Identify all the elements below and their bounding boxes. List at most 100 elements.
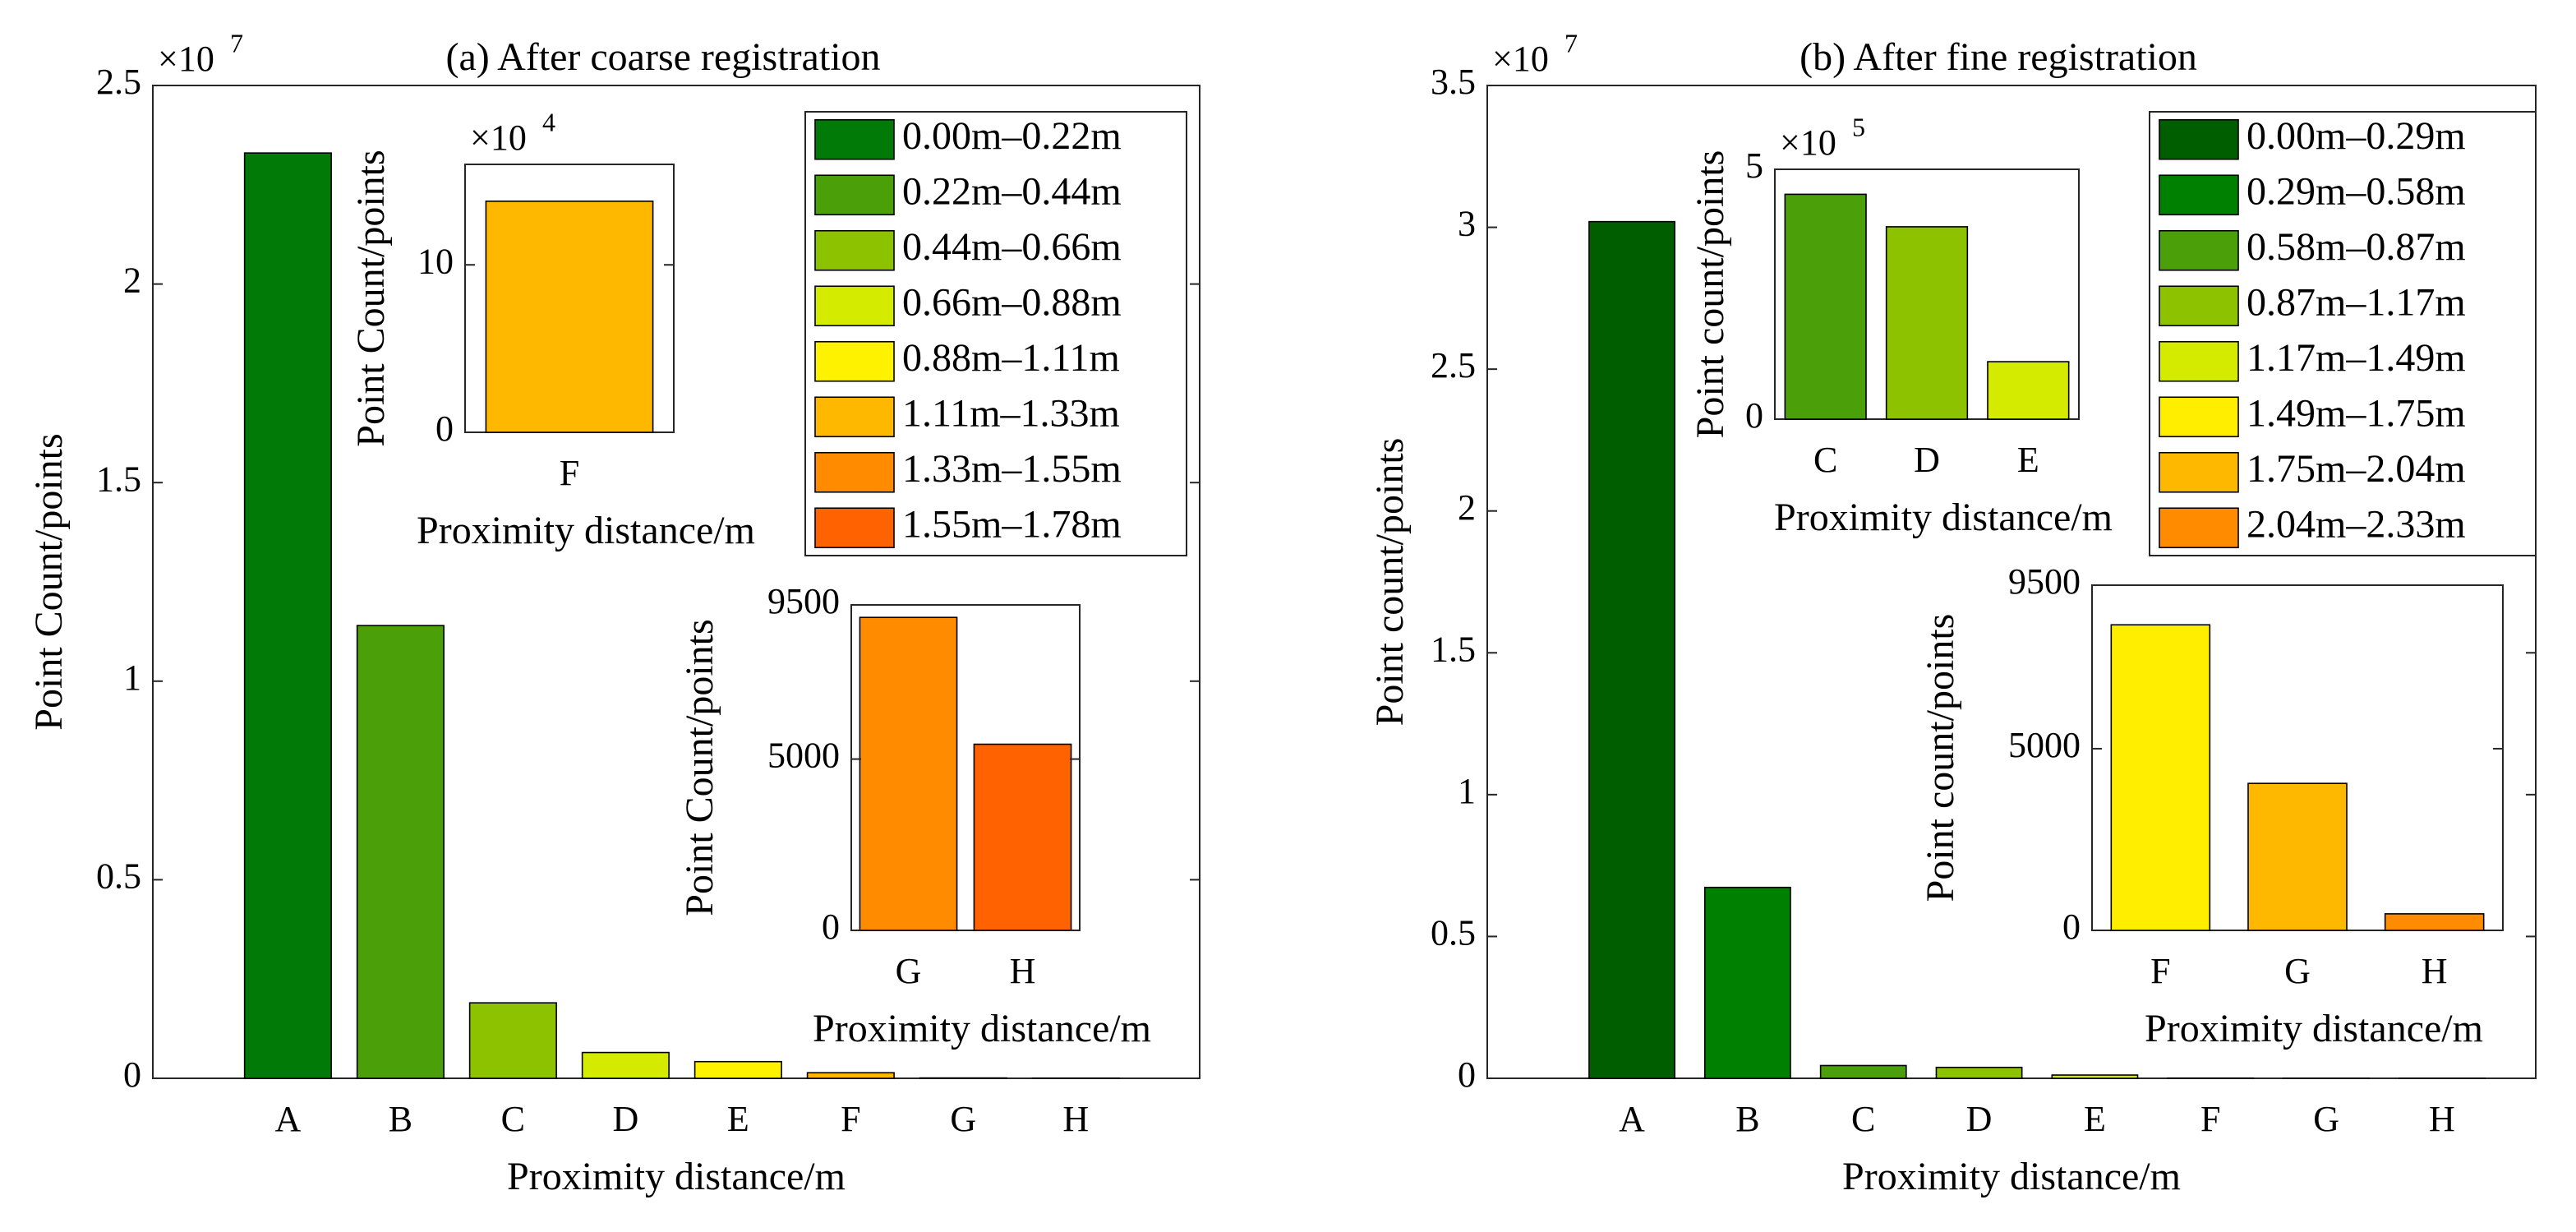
bar (1819, 1064, 1907, 1079)
x-tick-label: F (841, 1099, 860, 1139)
y-tick-label: 9500 (2008, 561, 2081, 602)
y-axis-label: Point Count/points (349, 150, 393, 446)
legend-swatch (2159, 174, 2239, 216)
legend-swatch (2159, 396, 2239, 438)
x-axis-label: Proximity distance/m (507, 1155, 846, 1198)
y-tick-label: 1 (1458, 771, 1476, 811)
legend-label: 0.00m–0.29m (2247, 114, 2466, 158)
legend-label: 0.29m–0.58m (2247, 169, 2466, 213)
y-tick-label: 3.5 (1431, 62, 1476, 102)
bar (243, 152, 332, 1079)
legend-swatch (2159, 229, 2239, 271)
x-axis-label: Proximity distance/m (1842, 1155, 2181, 1198)
y-tick-label: 0.5 (1431, 913, 1476, 953)
bar (581, 1051, 670, 1079)
x-tick-label: B (1735, 1099, 1759, 1139)
bar (973, 743, 1072, 931)
y-tick-label: 0 (1458, 1054, 1476, 1095)
bar (694, 1060, 782, 1079)
x-axis-label: Proximity distance/m (417, 509, 755, 552)
y-tick-label: 3 (1458, 204, 1476, 244)
legend-label: 0.22m–0.44m (902, 169, 1122, 213)
chart-title: (a) After coarse registration (445, 35, 880, 79)
x-tick-label: C (1813, 440, 1837, 480)
legend-label: 0.00m–0.22m (902, 114, 1122, 158)
bar (2384, 913, 2485, 931)
y-axis-label: Point Count/points (678, 619, 721, 916)
legend-label: 1.17m–1.49m (2247, 336, 2466, 380)
y-tick-label: 1.5 (1431, 629, 1476, 669)
y-tick-label: 10 (417, 241, 454, 281)
legend-label: 1.33m–1.55m (902, 447, 1122, 491)
x-tick-label: H (2429, 1099, 2455, 1139)
bar (485, 201, 654, 433)
x-tick-label: B (389, 1099, 412, 1139)
y-tick-label: 0 (2062, 907, 2081, 947)
x-tick-label: A (274, 1099, 301, 1139)
exponent-base: ×10 (158, 39, 214, 79)
y-tick-label: 0.5 (96, 856, 141, 896)
bar (1935, 1066, 2023, 1079)
y-tick-label: 2.5 (96, 62, 141, 102)
bar (1588, 220, 1675, 1079)
legend-label: 0.44m–0.66m (902, 225, 1122, 269)
x-axis-label: Proximity distance/m (1774, 496, 2113, 539)
legend-label: 1.49m–1.75m (2247, 391, 2466, 435)
y-tick-label: 2 (1458, 487, 1476, 528)
legend-swatch (814, 507, 895, 549)
legend-label: 1.75m–2.04m (2247, 447, 2466, 491)
legend-label: 2.04m–2.33m (2247, 502, 2466, 546)
y-axis-label: Point count/points (1919, 614, 1962, 902)
bar (468, 1002, 557, 1079)
y-tick-label: 2 (123, 261, 141, 301)
y-axis-label: Point count/points (1689, 150, 1732, 439)
legend-label: 0.66m–0.88m (902, 280, 1122, 324)
legend-swatch (814, 229, 895, 271)
x-tick-label: G (896, 951, 922, 991)
y-tick-label: 0 (123, 1054, 141, 1095)
exponent: 7 (230, 28, 243, 58)
chart-title: (b) After fine registration (1800, 35, 2197, 79)
x-tick-label: C (1851, 1099, 1875, 1139)
x-tick-label: H (1010, 951, 1036, 991)
x-tick-label: F (560, 453, 579, 493)
exponent: 7 (1564, 28, 1578, 58)
x-tick-label: A (1619, 1099, 1645, 1139)
y-tick-label: 5000 (2008, 725, 2081, 765)
exponent-base: ×10 (1492, 39, 1549, 79)
x-tick-label: F (2150, 951, 2170, 991)
x-tick-label: G (950, 1099, 976, 1139)
legend-swatch (814, 451, 895, 493)
bar (2247, 782, 2348, 931)
exponent: 4 (542, 107, 555, 136)
exponent-base: ×10 (470, 118, 527, 158)
y-tick-label: 1.5 (96, 459, 141, 499)
x-tick-label: H (2422, 951, 2448, 991)
legend-swatch (2159, 340, 2239, 382)
bar (1703, 886, 1791, 1079)
x-axis-label: Proximity distance/m (813, 1007, 1151, 1050)
x-tick-label: D (1966, 1099, 1993, 1139)
x-tick-label: E (727, 1099, 749, 1139)
bar (2051, 1074, 2139, 1079)
y-tick-label: 1 (123, 658, 141, 698)
legend-swatch (814, 174, 895, 216)
legend-swatch (814, 396, 895, 438)
bar (1885, 226, 1969, 420)
x-axis-label: Proximity distance/m (2145, 1007, 2483, 1050)
bar (1987, 361, 2070, 420)
legend-label: 1.55m–1.78m (902, 502, 1122, 546)
x-tick-label: G (2313, 1099, 2339, 1139)
y-axis-label: Point count/points (1368, 438, 1412, 727)
legend-label: 0.58m–0.87m (2247, 225, 2466, 269)
y-tick-label: 2.5 (1431, 345, 1476, 385)
x-tick-label: D (612, 1099, 638, 1139)
legend-swatch (814, 118, 895, 160)
x-tick-label: F (2200, 1099, 2220, 1139)
y-tick-label: 0 (435, 408, 454, 449)
legend-swatch (814, 285, 895, 327)
bar (356, 625, 445, 1079)
y-axis-label: Point Count/points (27, 433, 71, 730)
y-tick-label: 9500 (767, 581, 840, 621)
